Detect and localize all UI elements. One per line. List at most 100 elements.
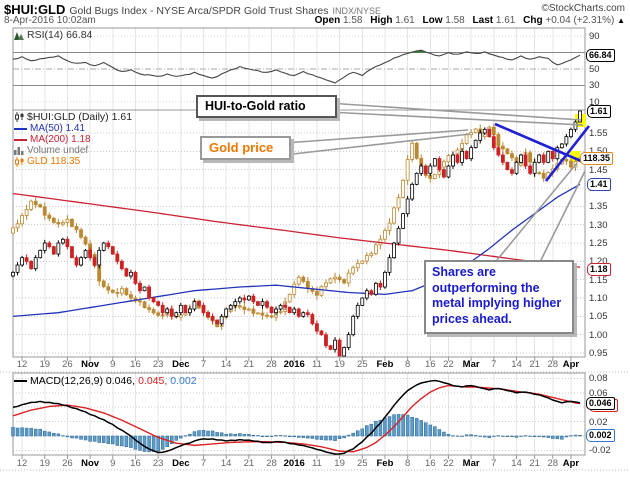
macd-histogram-bar: [523, 435, 528, 437]
rsi-y-tick: 10: [589, 96, 600, 108]
rsi-y-tick: 30: [589, 80, 600, 92]
x-axis-label: 2016: [283, 458, 305, 469]
macd-histogram-bar: [215, 432, 219, 437]
macd-signal-value: 0.045,: [138, 375, 168, 387]
macd-histogram-bar: [11, 427, 15, 437]
gld-candle: [51, 217, 56, 223]
gld-candle: [256, 312, 260, 315]
callout-pointer-line: [540, 170, 586, 261]
gld-legend-label: GLD 118.35: [27, 156, 81, 167]
gld-legend: GLD 118.35: [14, 156, 80, 167]
ratio-candle: [65, 238, 70, 248]
price-y-tick: 1.35: [589, 201, 608, 213]
x-axis-label: 21: [243, 359, 255, 370]
ratio-candle: [219, 315, 224, 325]
macd-histogram-bar: [451, 435, 455, 437]
gld-candle: [464, 134, 469, 144]
macd-histogram-bar: [541, 435, 546, 438]
x-axis-label: 28: [266, 359, 277, 370]
macd-histogram-bar: [405, 414, 410, 437]
gld-candle: [373, 244, 378, 254]
ratio-candle: [115, 253, 120, 262]
macd-histogram-bar: [519, 435, 523, 437]
ratio-candle: [256, 301, 260, 306]
gld-candle: [147, 307, 151, 310]
macd-histogram-bar: [315, 435, 319, 440]
macd-histogram-bar: [24, 427, 29, 437]
panel-border: [12, 372, 586, 456]
macd-y-tick: 0.02: [589, 416, 608, 428]
x-axis-label: Mar: [462, 458, 480, 469]
ratio-candle: [156, 301, 161, 306]
macd-hist-value: 0.002: [170, 375, 197, 387]
gld-candle: [500, 145, 505, 150]
x-axis-label: Feb: [376, 359, 394, 370]
rsi-line: [12, 49, 581, 84]
price-y-tick: 1.20: [589, 256, 608, 268]
gld-candle: [38, 204, 43, 208]
rsi-legend-label: RSI(14) 66.84: [27, 29, 93, 41]
ratio-candle: [405, 198, 410, 215]
x-axis-label: 19: [334, 458, 345, 469]
x-axis-label: 21: [529, 359, 540, 370]
gld-candle: [65, 218, 70, 223]
macd-histogram-bar: [260, 435, 265, 438]
x-axis-label: 14: [220, 458, 232, 469]
macd-histogram-bar: [532, 435, 537, 437]
gld-candle: [510, 153, 514, 159]
gld-candle: [442, 161, 446, 168]
gld-candle: [537, 172, 542, 175]
symbol-title: $HUI:GLD: [4, 2, 66, 17]
ratio-candle: [265, 301, 269, 308]
volume-legend: Volume undef: [14, 145, 88, 156]
macd-histogram-bar: [101, 435, 106, 443]
macd-y-tick: 0.08: [589, 373, 608, 385]
macd-histogram-bar: [170, 435, 174, 445]
macd-histogram-bar: [79, 435, 83, 440]
price-y-tick: 1.30: [589, 219, 608, 231]
gld-candle: [432, 174, 437, 179]
ratio-candle: [559, 143, 564, 149]
macd-histogram-bar: [396, 414, 401, 437]
ratio-candle: [333, 339, 337, 350]
macd-histogram-bar: [38, 428, 42, 437]
yellow-highlight: [570, 151, 580, 162]
x-axis-label: Dec: [172, 458, 190, 469]
macd-histogram-bar: [206, 430, 210, 437]
main-legend-label: $HUI:GLD (Daily) 1.61: [27, 111, 133, 123]
quote-summary: Open 1.58 High 1.61 Low 1.58 Last 1.61 C…: [310, 15, 625, 26]
ratio-candle: [469, 147, 474, 160]
macd-histogram-bar: [269, 435, 274, 437]
x-axis-label: Dec: [172, 359, 190, 370]
macd-histogram-bar: [564, 435, 569, 438]
macd-histogram-bar: [97, 435, 101, 443]
value-badge-0.002: 0.002: [586, 428, 615, 442]
macd-histogram-bar: [337, 435, 342, 440]
x-axis-label: 8: [404, 359, 411, 370]
ma200-line: [12, 192, 581, 268]
macd-histogram-bar: [287, 435, 292, 437]
x-axis-label: 2016: [283, 359, 305, 370]
ratio-candle: [47, 242, 52, 248]
macd-line: [12, 379, 581, 455]
gld-candlestick-icon: [15, 156, 24, 167]
ratio-candle: [88, 249, 93, 259]
ratio-candle: [414, 172, 419, 185]
ratio-candle: [464, 150, 469, 160]
ma50-legend: MA(50) 1.41: [14, 123, 85, 134]
ratio-candle: [215, 319, 220, 325]
ratio-candle: [528, 165, 533, 174]
gld-candle: [24, 209, 29, 216]
x-axis-label: 16: [425, 359, 436, 370]
callout-pointer-line: [283, 129, 469, 144]
ratio-candle: [129, 271, 133, 277]
gld-candle: [528, 152, 533, 163]
price-y-tick: 1.10: [589, 293, 608, 304]
ratio-candle: [482, 128, 487, 134]
copyright-label: ©StockCharts.com: [541, 3, 625, 14]
main-legend-symbol: $HUI:GLD (Daily) 1.61: [14, 111, 132, 123]
ma200-legend: MA(200) 1.18: [14, 134, 91, 145]
ratio-candle: [160, 304, 165, 314]
macd-histogram-bar: [569, 435, 573, 437]
